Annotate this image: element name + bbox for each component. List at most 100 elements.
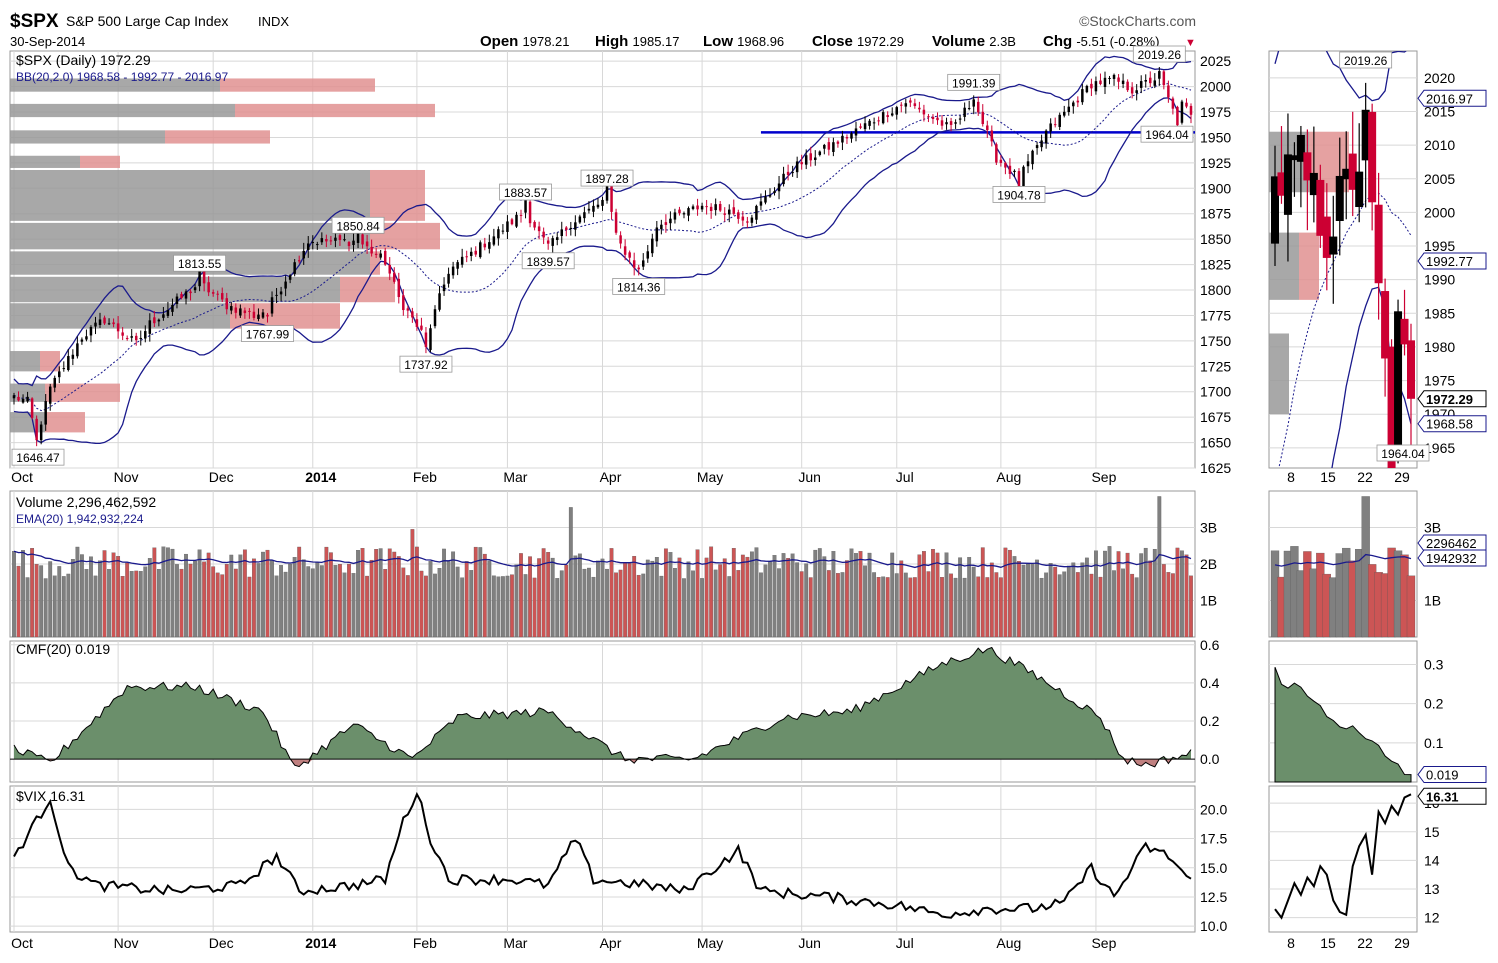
- callout-box: [521, 252, 575, 270]
- price-x-label: Sep: [1091, 469, 1116, 485]
- candle: [506, 221, 509, 232]
- volume-bar: [315, 562, 320, 638]
- volume-bar: [745, 556, 750, 638]
- volume-bar: [256, 563, 261, 638]
- volume-bar: [673, 568, 677, 638]
- candle: [741, 216, 745, 221]
- candle: [922, 109, 926, 115]
- candle: [777, 183, 781, 192]
- volume-bar: [822, 556, 827, 638]
- volume-bar: [297, 546, 302, 638]
- zoom-callout-box: [1376, 444, 1430, 462]
- price-callout: 1814.36: [612, 278, 666, 295]
- volume-bar: [845, 560, 849, 638]
- price-y-tick: 2025: [1200, 53, 1231, 69]
- candle: [1171, 98, 1175, 109]
- volume-bar: [392, 551, 397, 638]
- volume-bar: [777, 568, 781, 638]
- candle: [718, 203, 722, 211]
- volume-bar: [763, 564, 768, 638]
- candle: [1058, 114, 1061, 127]
- volume-bar: [16, 565, 21, 638]
- volume-bar: [188, 563, 193, 638]
- zoom-price-y-tick: 2020: [1424, 70, 1455, 86]
- volume-bar: [369, 559, 374, 638]
- candle: [999, 159, 1003, 163]
- price-x-label: Mar: [503, 469, 527, 485]
- candle: [931, 116, 935, 120]
- volume-bar: [1170, 573, 1175, 638]
- candle: [379, 253, 382, 258]
- zoom-volume-y-tick: 1B: [1424, 593, 1441, 609]
- volume-bar: [917, 554, 922, 638]
- volume-profile-red: [45, 383, 120, 402]
- axis-value-tag: 16.31: [1417, 787, 1487, 805]
- volume-bar: [161, 546, 166, 638]
- candle: [1067, 106, 1071, 113]
- candle: [687, 208, 690, 216]
- candle: [669, 218, 672, 224]
- candle: [1153, 80, 1157, 86]
- volume-bar: [645, 559, 650, 638]
- tag-label: 1972.29: [1426, 392, 1473, 407]
- zoom-x-label: 8: [1287, 469, 1295, 485]
- candle: [691, 206, 695, 209]
- volume-bar: [496, 576, 501, 638]
- candle: [420, 325, 423, 330]
- volume-profile-red: [370, 251, 380, 275]
- volume-bar: [944, 552, 949, 638]
- candle: [166, 310, 170, 316]
- price-callout: 1646.47: [11, 448, 65, 466]
- candle: [596, 204, 600, 208]
- tag-box: [1417, 89, 1487, 107]
- volume-bar: [790, 553, 795, 638]
- candle: [275, 294, 278, 296]
- zoom-x-label: 15: [1320, 469, 1336, 485]
- candle: [1040, 140, 1043, 148]
- price-y-tick: 1750: [1200, 333, 1231, 349]
- volume-bar: [1075, 572, 1080, 638]
- candle: [134, 335, 138, 341]
- candle: [193, 287, 197, 291]
- axis-value-tag: 0.019: [1417, 766, 1487, 784]
- candle: [827, 142, 831, 150]
- price-x-label: 2014: [305, 469, 336, 485]
- zoom-price-y-tick: 1965: [1424, 440, 1455, 456]
- volume-bar: [1089, 573, 1094, 638]
- volume-bar: [405, 575, 410, 638]
- candle: [814, 157, 817, 161]
- candle: [198, 270, 201, 287]
- candle: [949, 121, 953, 125]
- vix-y-tick: 12.5: [1200, 889, 1227, 905]
- zoom-profile-red: [1299, 232, 1319, 300]
- volume-bar: [532, 577, 537, 638]
- candle: [352, 240, 355, 246]
- vix-x-label: Jun: [798, 935, 821, 951]
- candle: [682, 213, 686, 215]
- volume-bar: [166, 547, 170, 638]
- candle: [488, 242, 491, 249]
- candle: [76, 343, 79, 357]
- main-panels: [10, 55, 1195, 919]
- volume-profile-gray: [10, 276, 340, 303]
- candle: [854, 128, 858, 136]
- volume-bar: [460, 577, 465, 638]
- candle: [592, 205, 595, 212]
- candle: [519, 214, 523, 216]
- callout-box: [992, 186, 1046, 203]
- candle: [782, 173, 785, 185]
- candle: [180, 293, 183, 299]
- volume-bar: [591, 576, 596, 638]
- zoom-price-y-tick: 2005: [1424, 171, 1455, 187]
- callout-label: 1850.84: [336, 219, 380, 233]
- zoom-price-y-tick: 1980: [1424, 339, 1455, 355]
- candle: [1076, 100, 1080, 103]
- volume-bar: [894, 573, 899, 638]
- candle: [990, 130, 994, 142]
- candle: [818, 151, 822, 155]
- candle: [732, 207, 736, 214]
- price-x-label: Nov: [114, 469, 139, 485]
- candle: [850, 133, 853, 139]
- brand-logo[interactable]: ©StockCharts.com: [1079, 13, 1196, 29]
- volume-bar: [559, 570, 564, 638]
